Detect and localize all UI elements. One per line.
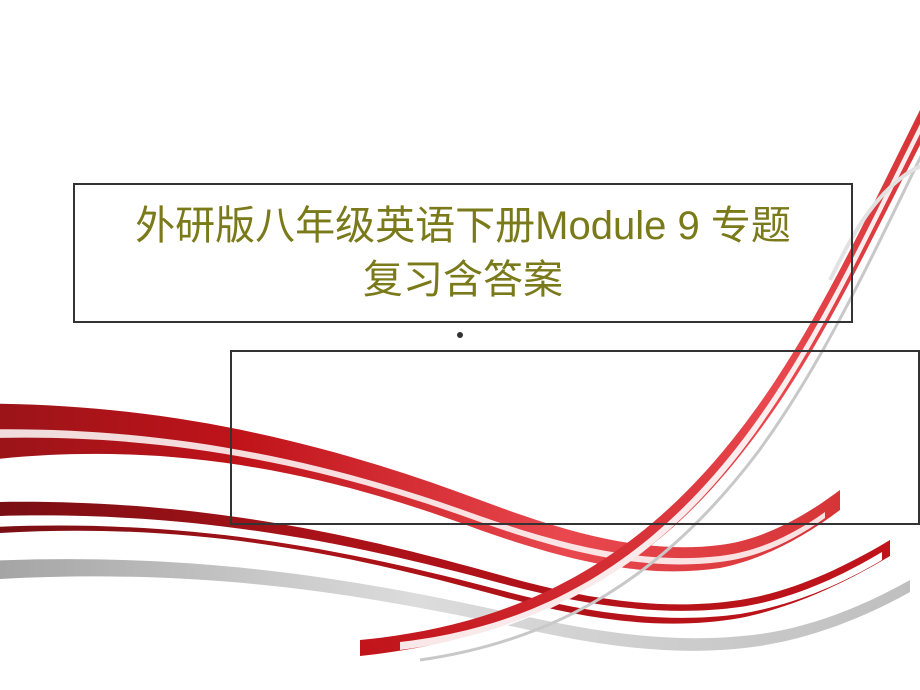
decorative-curves: [0, 0, 920, 690]
title-box: 外研版八年级英语下册Module 9 专题 复习含答案: [73, 183, 853, 323]
center-dot: [457, 332, 463, 338]
title-line-2: 复习含答案: [363, 258, 563, 302]
sub-box: [230, 350, 920, 525]
title-text: 外研版八年级英语下册Module 9 专题 复习含答案: [135, 199, 791, 307]
grey-ribbon: [0, 559, 910, 651]
title-line-1: 外研版八年级英语下册Module 9 专题: [135, 204, 791, 248]
white-gap: [0, 515, 882, 617]
